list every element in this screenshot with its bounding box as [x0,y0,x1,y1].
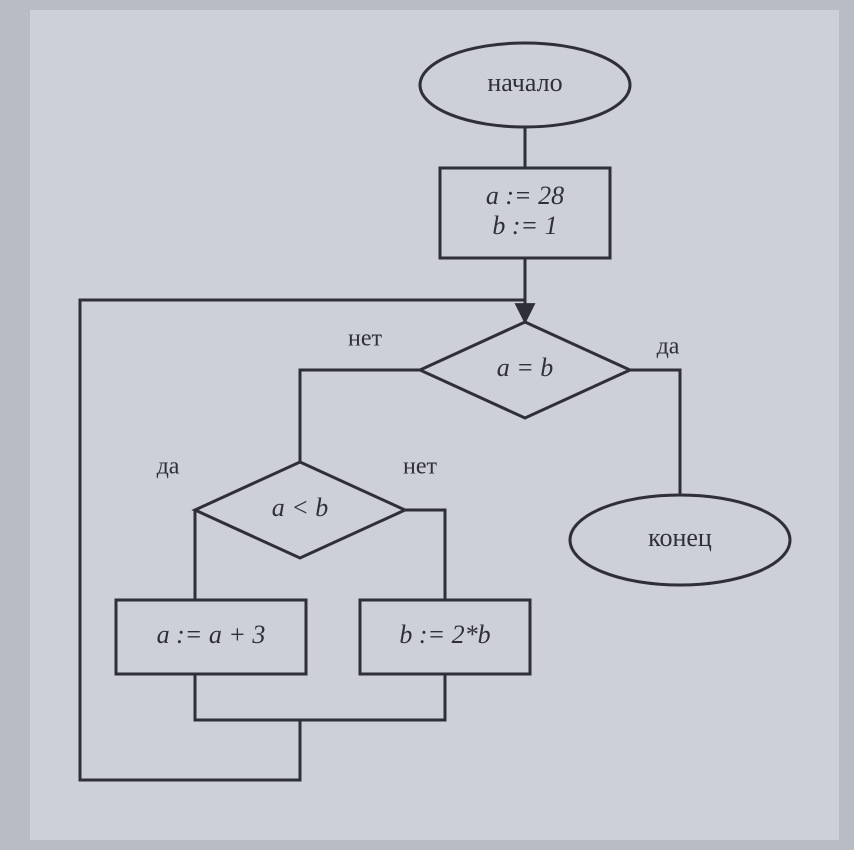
flowchart-svg: начало a := 28b := 1 a = b a < b a := a + 3 b… [0,0,854,850]
node-procB-text-0: b := 2*b [399,620,490,649]
node-cond2-text-0: a < b [272,493,329,522]
paper [30,10,839,840]
label-cond2_no: нет [403,454,437,480]
node-init-text-0: a := 28 [486,181,564,210]
label-cond1_no: нет [348,326,382,352]
node-procA-text-0: a := a + 3 [157,620,266,649]
node-end-text-0: конец [648,523,712,552]
label-cond1_yes: да [657,334,680,360]
node-start-text-0: начало [487,68,562,97]
label-cond2_yes: да [157,454,180,480]
node-init-text-1: b := 1 [492,211,557,240]
node-cond1-text-0: a = b [497,353,554,382]
